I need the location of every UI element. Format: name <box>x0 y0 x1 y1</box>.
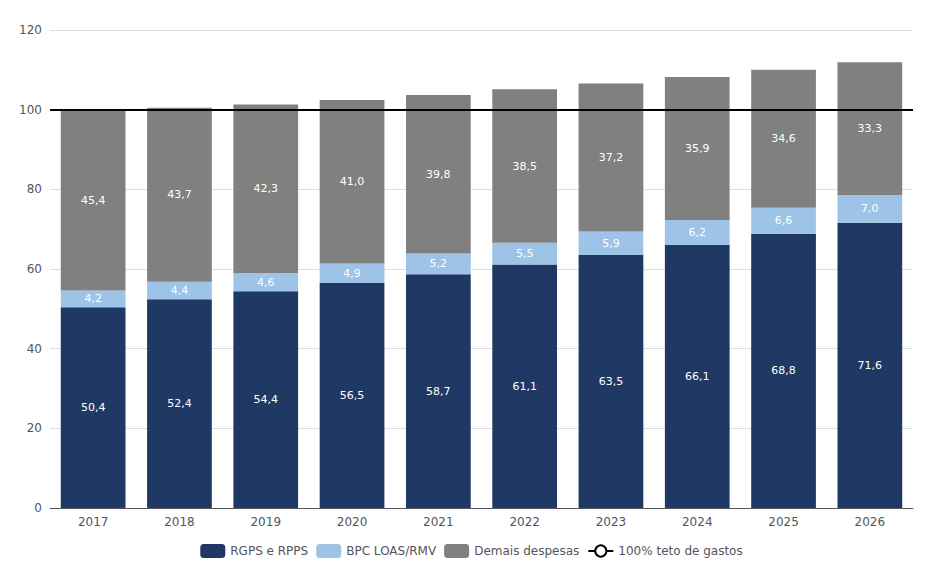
svg-text:2020: 2020 <box>337 515 368 529</box>
svg-text:66,1: 66,1 <box>685 370 710 383</box>
svg-text:50,4: 50,4 <box>81 401 106 414</box>
svg-text:2025: 2025 <box>768 515 799 529</box>
svg-text:56,5: 56,5 <box>340 389 365 402</box>
svg-text:2023: 2023 <box>596 515 627 529</box>
svg-text:5,5: 5,5 <box>516 247 534 260</box>
svg-text:5,2: 5,2 <box>430 257 448 270</box>
svg-text:2019: 2019 <box>250 515 281 529</box>
svg-text:45,4: 45,4 <box>81 194 106 207</box>
svg-text:5,9: 5,9 <box>602 237 620 250</box>
svg-text:2018: 2018 <box>164 515 195 529</box>
svg-text:4,6: 4,6 <box>257 276 275 289</box>
svg-text:52,4: 52,4 <box>167 397 192 410</box>
svg-text:4,2: 4,2 <box>84 292 102 305</box>
svg-text:2017: 2017 <box>78 515 109 529</box>
svg-text:42,3: 42,3 <box>254 182 279 195</box>
svg-text:34,6: 34,6 <box>771 132 796 145</box>
svg-text:4,4: 4,4 <box>171 284 189 297</box>
svg-text:54,4: 54,4 <box>254 393 279 406</box>
svg-text:6,6: 6,6 <box>775 214 793 227</box>
svg-text:35,9: 35,9 <box>685 142 710 155</box>
svg-text:Demais despesas: Demais despesas <box>474 544 579 558</box>
svg-text:58,7: 58,7 <box>426 385 451 398</box>
svg-text:0: 0 <box>34 501 42 515</box>
svg-text:RGPS e RPPS: RGPS e RPPS <box>230 544 308 558</box>
svg-text:120: 120 <box>19 23 42 37</box>
svg-text:2022: 2022 <box>509 515 540 529</box>
svg-text:2024: 2024 <box>682 515 713 529</box>
svg-text:80: 80 <box>27 182 42 196</box>
svg-text:2026: 2026 <box>855 515 886 529</box>
svg-text:41,0: 41,0 <box>340 175 365 188</box>
svg-text:61,1: 61,1 <box>512 380 537 393</box>
svg-text:63,5: 63,5 <box>599 375 624 388</box>
svg-text:43,7: 43,7 <box>167 188 192 201</box>
svg-text:7,0: 7,0 <box>861 202 879 215</box>
svg-text:37,2: 37,2 <box>599 151 624 164</box>
svg-text:60: 60 <box>27 262 42 276</box>
svg-text:100: 100 <box>19 103 42 117</box>
svg-text:4,9: 4,9 <box>343 267 361 280</box>
svg-text:39,8: 39,8 <box>426 168 451 181</box>
svg-text:71,6: 71,6 <box>858 359 883 372</box>
svg-text:33,3: 33,3 <box>858 122 883 135</box>
svg-text:BPC LOAS/RMV: BPC LOAS/RMV <box>346 544 437 558</box>
svg-text:38,5: 38,5 <box>512 160 537 173</box>
svg-text:2021: 2021 <box>423 515 454 529</box>
svg-text:20: 20 <box>27 421 42 435</box>
svg-text:100% teto de gastos: 100% teto de gastos <box>618 544 742 558</box>
svg-text:40: 40 <box>27 342 42 356</box>
svg-text:6,2: 6,2 <box>689 226 707 239</box>
svg-text:68,8: 68,8 <box>771 364 796 377</box>
